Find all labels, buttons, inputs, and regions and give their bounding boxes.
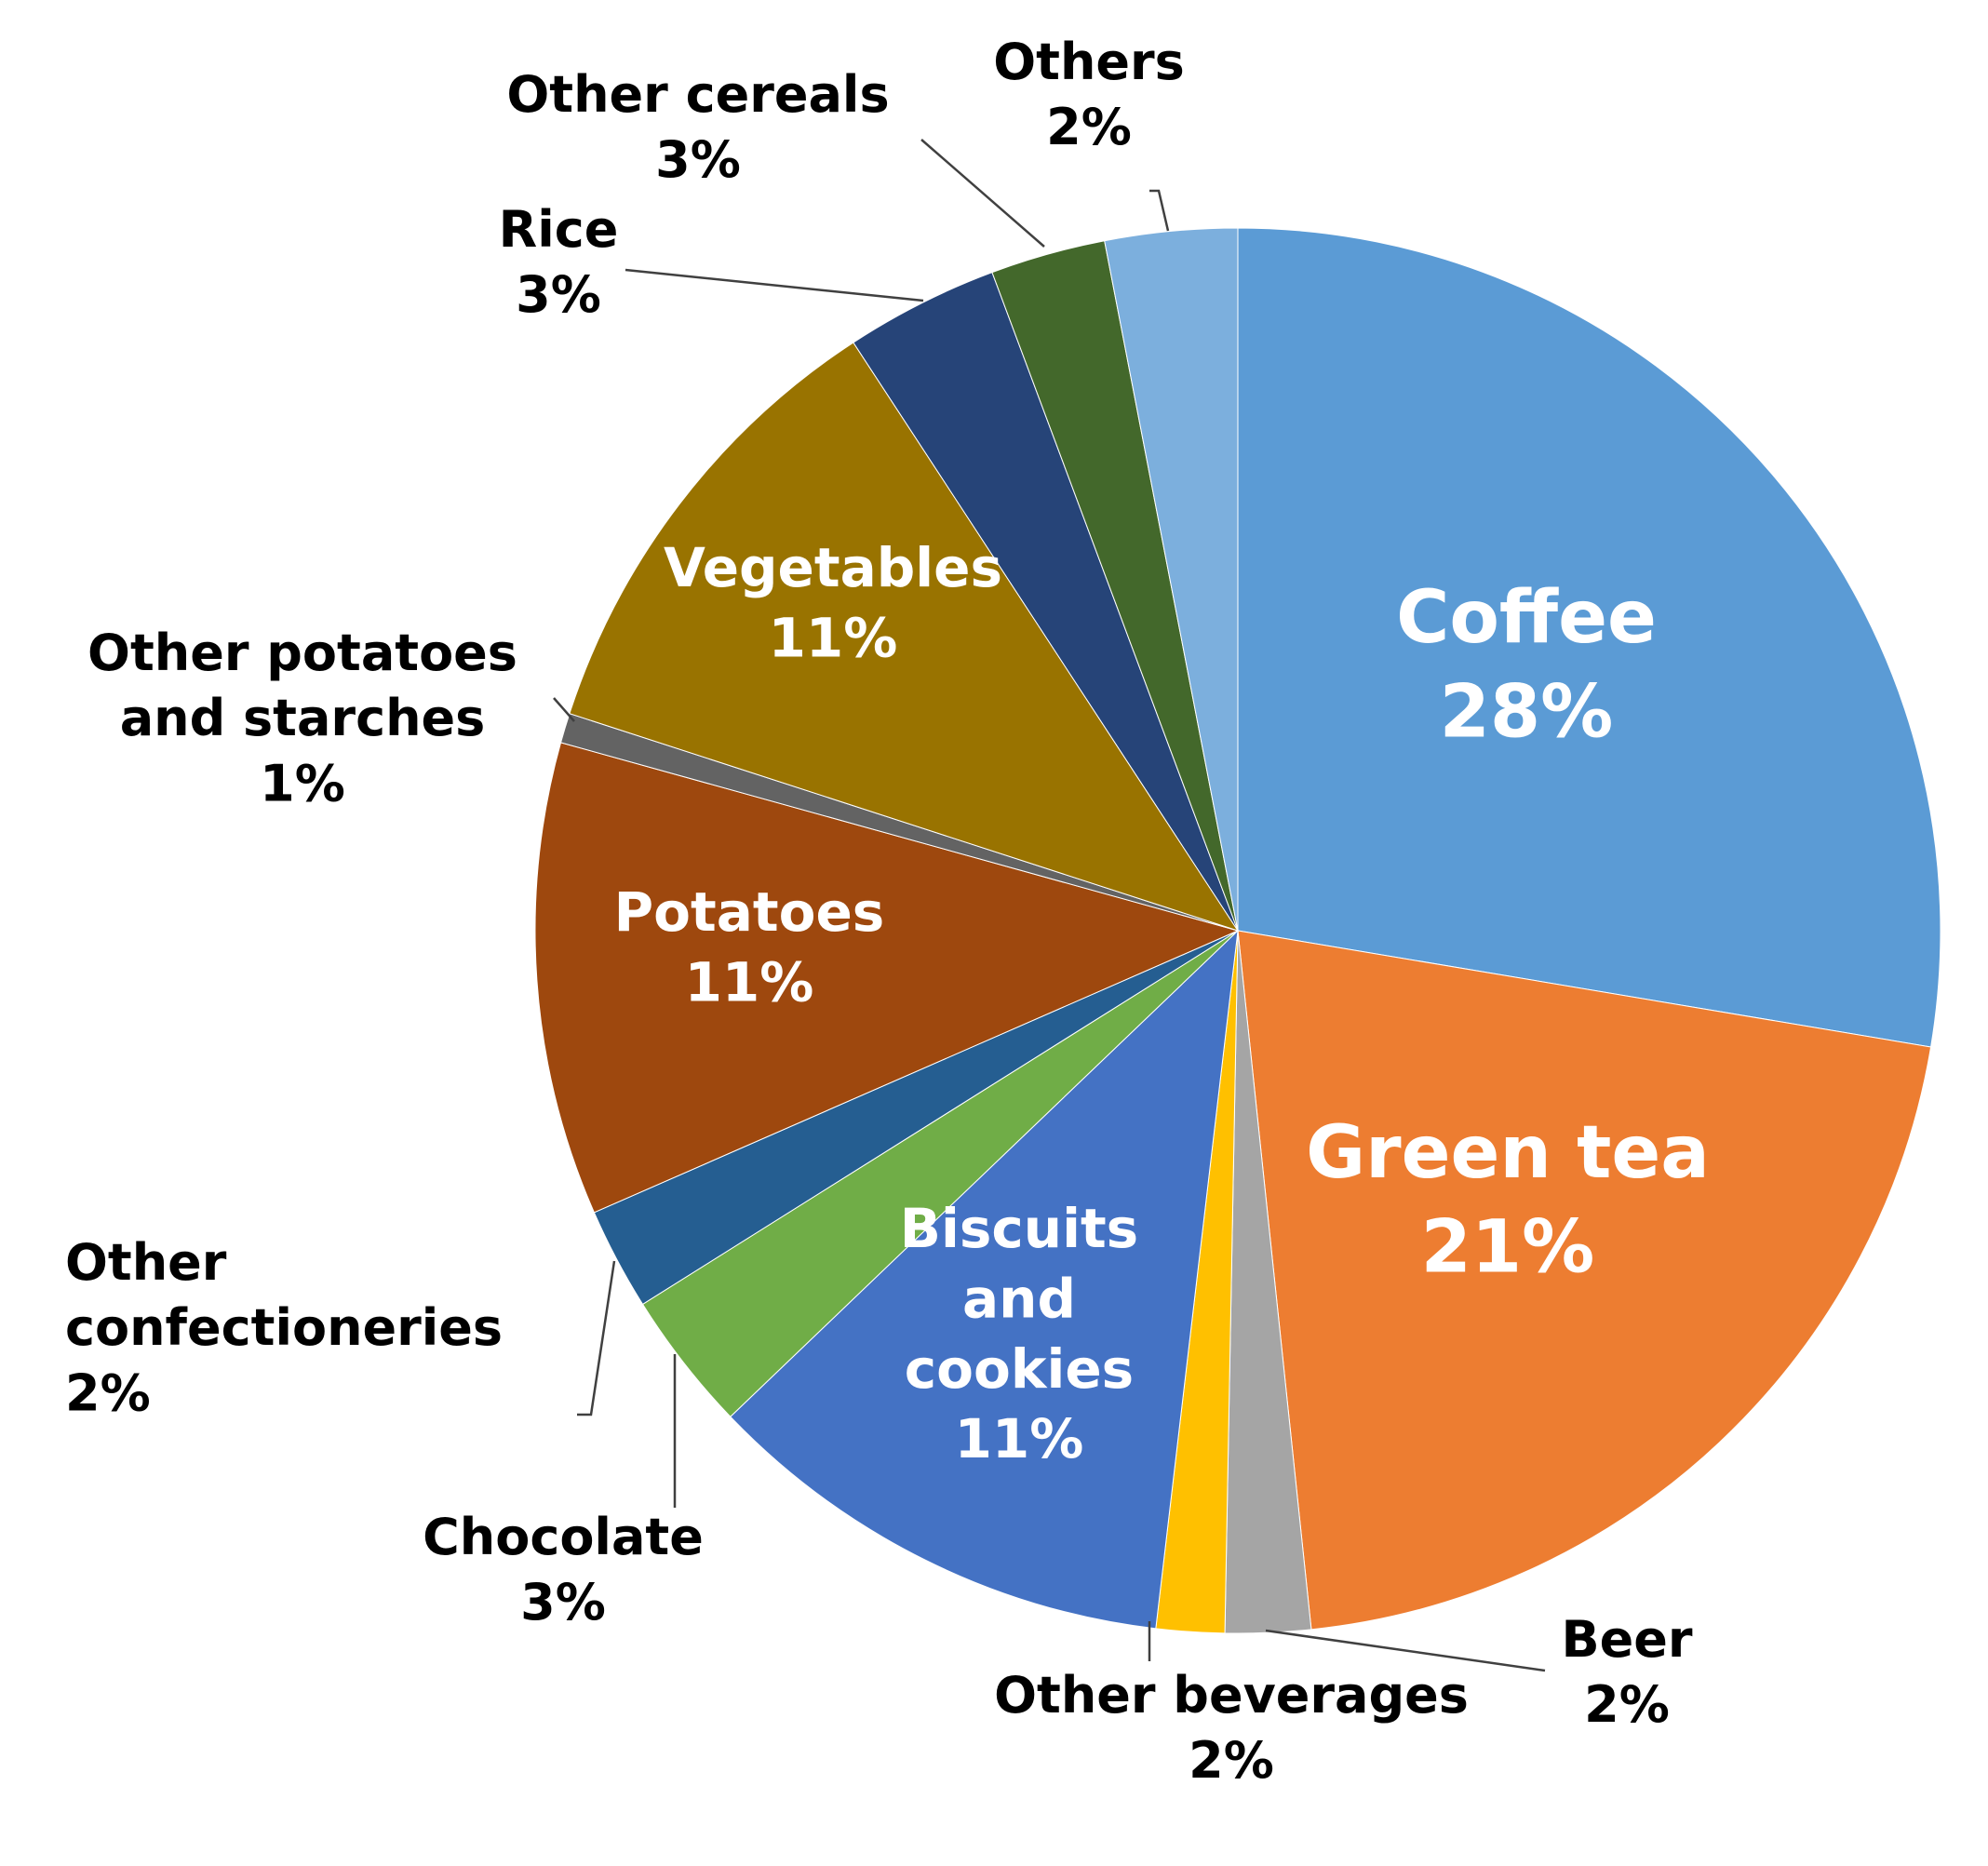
data-label-vegetables: Vegetables 11% [664, 536, 1002, 669]
data-label-other-cereals: Other cereals 3% [506, 65, 889, 189]
data-label-beer: Beer 2% [1561, 1610, 1692, 1734]
pie-slices [534, 227, 1941, 1634]
leader-line-others [1149, 189, 1170, 232]
data-label-coffee: Coffee 28% [1396, 576, 1657, 754]
data-label-potatoes: Potatoes 11% [614, 880, 885, 1014]
pie-slice-vegetables [569, 342, 1240, 932]
data-label-chocolate: Chocolate 3% [423, 1508, 704, 1631]
leader-line-beer [1265, 1629, 1546, 1672]
slice-labels: Coffee 28% Green tea 21% Beer 2% Other beverag… [65, 33, 1710, 1790]
leader-line-rice [625, 268, 924, 302]
pie-slice-others [1104, 227, 1239, 932]
pie-slice-biscuits-and-cookies [730, 929, 1239, 1630]
data-label-other-potatoes-and-starches: Other potatoes and starches 1% [87, 624, 517, 812]
leader-line-other-confectioneries [577, 1260, 616, 1416]
data-label-other-confectioneries: Other confectioneries 2% [65, 1233, 503, 1422]
pie-slice-potatoes [534, 742, 1240, 1214]
pie-slice-green-tea [1237, 930, 1932, 1631]
pie-slice-coffee [1237, 227, 1941, 1048]
leader-line-other-cereals [920, 139, 1045, 248]
data-label-biscuits-and-cookies: Biscuits and cookies 11% [900, 1197, 1138, 1470]
data-label-other-beverages: Other beverages 2% [994, 1666, 1469, 1790]
data-label-others: Others 2% [993, 33, 1185, 156]
leader-lines [553, 139, 1546, 1672]
data-label-rice: Rice 3% [499, 200, 619, 324]
data-label-green-tea: Green tea 21% [1306, 1111, 1710, 1289]
leader-line-other-potatoes-and-starches [553, 697, 575, 722]
